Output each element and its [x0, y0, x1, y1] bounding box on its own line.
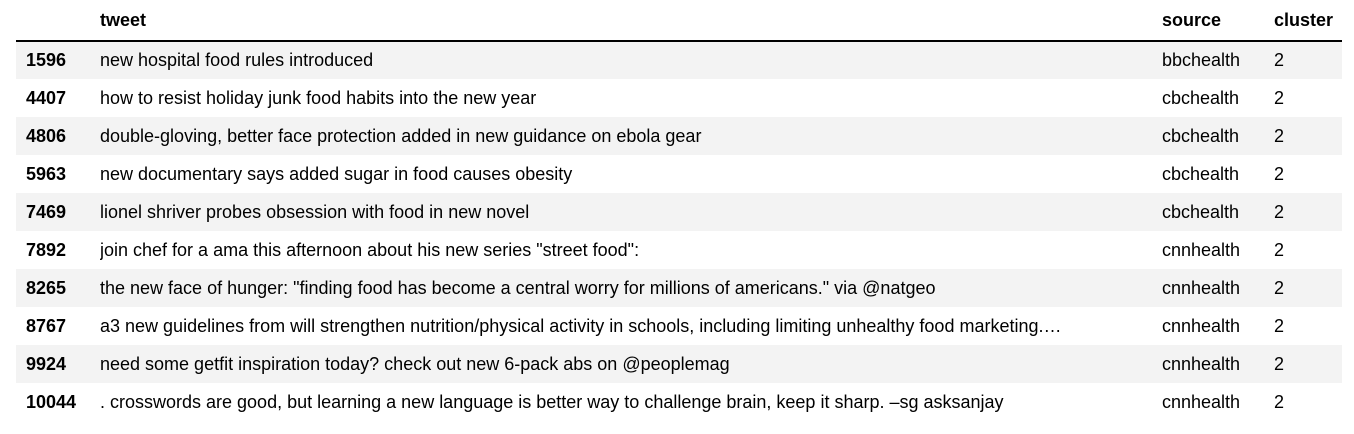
table-row: 7469 lionel shriver probes obsession wit…: [16, 193, 1342, 231]
tweet-cell: lionel shriver probes obsession with foo…: [100, 201, 530, 222]
cluster-cell: 2: [1274, 87, 1285, 108]
source-cell: cnnhealth: [1162, 391, 1241, 412]
row-index: 5963: [26, 163, 67, 184]
source-cell: cbchealth: [1162, 163, 1240, 184]
row-index: 4407: [26, 87, 67, 108]
cluster-cell: 2: [1274, 50, 1285, 70]
source-cell: cnnhealth: [1162, 315, 1241, 336]
row-index: 9924: [26, 353, 67, 374]
cluster-cell: 2: [1274, 125, 1285, 146]
cluster-cell: 2: [1274, 353, 1285, 374]
cluster-cell: 2: [1274, 391, 1285, 412]
row-index: 1596: [26, 50, 67, 70]
table-row: 1596 new hospital food rules introduced …: [16, 41, 1342, 79]
cluster-header: cluster: [1268, 0, 1342, 42]
row-index: 7469: [26, 201, 67, 222]
tweet-header: tweet: [100, 0, 1162, 42]
tweet-cell: a3 new guidelines from will strengthen n…: [100, 315, 1062, 336]
table-row: 7892 join chef for a ama this afternoon …: [16, 231, 1342, 269]
tweet-cell: join chef for a ama this afternoon about…: [100, 239, 640, 260]
table-row: 8767 a3 new guidelines from will strengt…: [16, 307, 1342, 345]
row-index: 4806: [26, 125, 67, 146]
dataframe-output: tweet source cluster 1596 new hospital f…: [16, 0, 1342, 421]
table-row: 4407 how to resist holiday junk food hab…: [16, 79, 1342, 117]
row-index: 8265: [26, 277, 67, 298]
cluster-cell: 2: [1274, 163, 1285, 184]
header-row: tweet source cluster: [16, 0, 1342, 42]
cluster-cell: 2: [1274, 315, 1285, 336]
cluster-cell: 2: [1274, 277, 1285, 298]
cluster-cell: 2: [1274, 239, 1285, 260]
tweet-cell: new hospital food rules introduced: [100, 50, 374, 70]
index-header: [16, 0, 100, 42]
source-cell: cbchealth: [1162, 125, 1240, 146]
source-cell: cbchealth: [1162, 87, 1240, 108]
tweet-cell: how to resist holiday junk food habits i…: [100, 87, 537, 108]
dataframe-table: tweet source cluster 1596 new hospital f…: [16, 0, 1342, 421]
row-index: 10044: [26, 391, 77, 412]
table-row: 10044 . crosswords are good, but learnin…: [16, 383, 1342, 421]
tweet-cell: need some getfit inspiration today? chec…: [100, 353, 730, 374]
table-row: 9924 need some getfit inspiration today?…: [16, 345, 1342, 383]
table-row: 4806 double-gloving, better face protect…: [16, 117, 1342, 155]
table-row: 8265 the new face of hunger: "finding fo…: [16, 269, 1342, 307]
source-cell: cnnhealth: [1162, 353, 1241, 374]
table-body: 1596 new hospital food rules introduced …: [16, 41, 1342, 421]
row-index: 7892: [26, 239, 67, 260]
source-cell: cbchealth: [1162, 201, 1240, 222]
source-cell: bbchealth: [1162, 50, 1241, 70]
source-cell: cnnhealth: [1162, 239, 1241, 260]
tweet-cell: new documentary says added sugar in food…: [100, 163, 573, 184]
source-cell: cnnhealth: [1162, 277, 1241, 298]
table-row: 5963 new documentary says added sugar in…: [16, 155, 1342, 193]
cluster-cell: 2: [1274, 201, 1285, 222]
tweet-cell: . crosswords are good, but learning a ne…: [100, 391, 1004, 412]
tweet-cell: double-gloving, better face protection a…: [100, 125, 702, 146]
tweet-cell: the new face of hunger: "finding food ha…: [100, 277, 936, 298]
source-header: source: [1162, 0, 1268, 42]
row-index: 8767: [26, 315, 67, 336]
